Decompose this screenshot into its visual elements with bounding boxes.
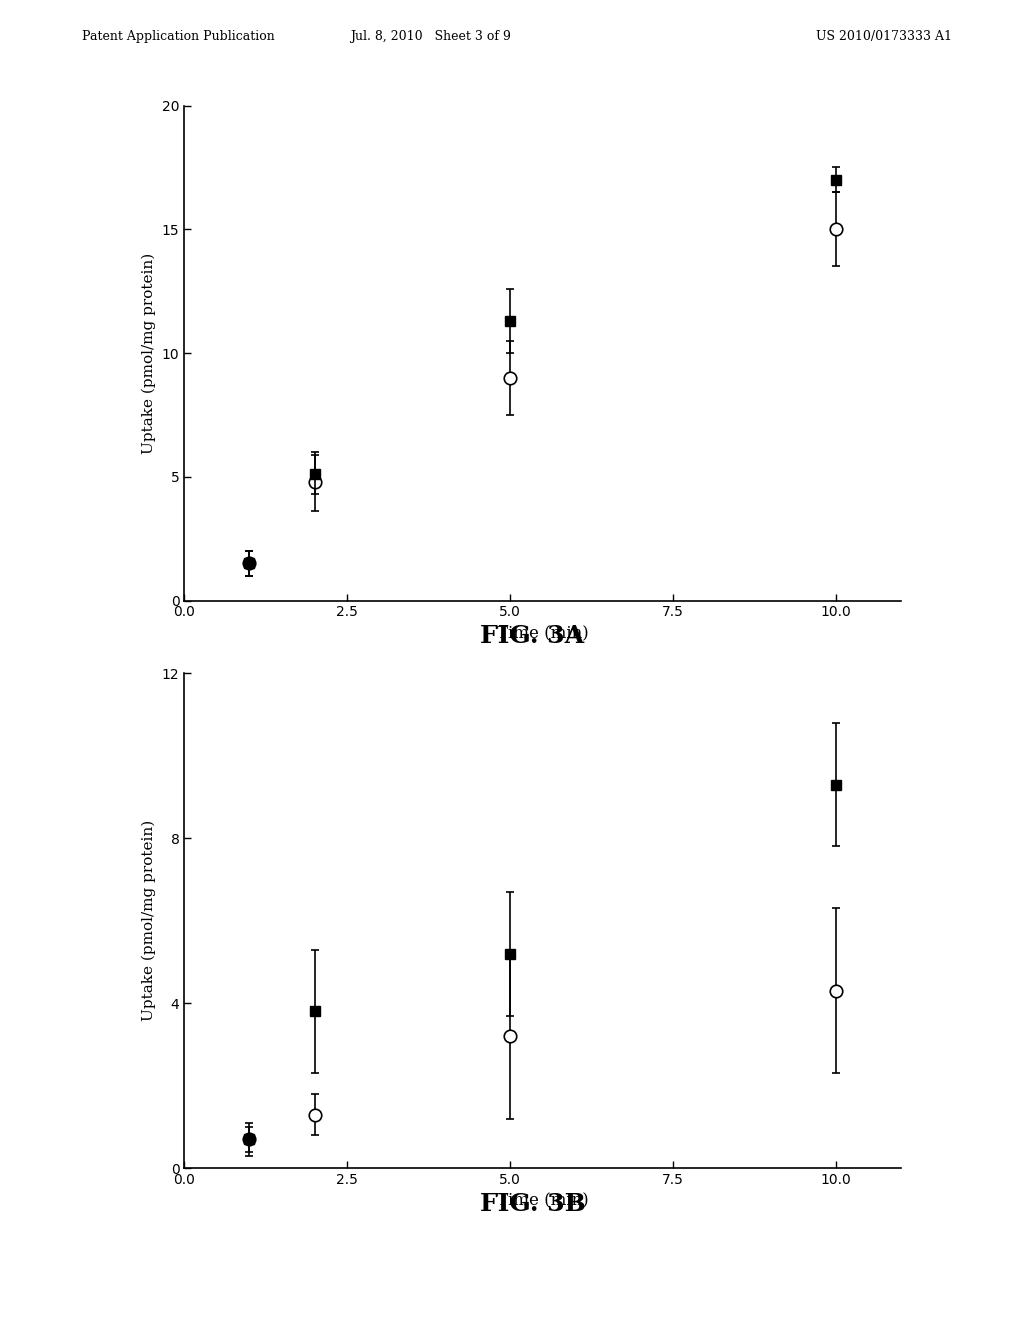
Text: Patent Application Publication: Patent Application Publication <box>82 30 274 44</box>
Text: FIG. 3B: FIG. 3B <box>479 1192 586 1216</box>
Text: FIG. 3A: FIG. 3A <box>480 624 585 648</box>
Y-axis label: Uptake (pmol/mg protein): Uptake (pmol/mg protein) <box>142 820 157 1022</box>
Y-axis label: Uptake (pmol/mg protein): Uptake (pmol/mg protein) <box>142 252 157 454</box>
Text: US 2010/0173333 A1: US 2010/0173333 A1 <box>816 30 952 44</box>
X-axis label: Time (min): Time (min) <box>497 1192 589 1209</box>
Text: Jul. 8, 2010   Sheet 3 of 9: Jul. 8, 2010 Sheet 3 of 9 <box>349 30 511 44</box>
X-axis label: Time (min): Time (min) <box>497 624 589 642</box>
